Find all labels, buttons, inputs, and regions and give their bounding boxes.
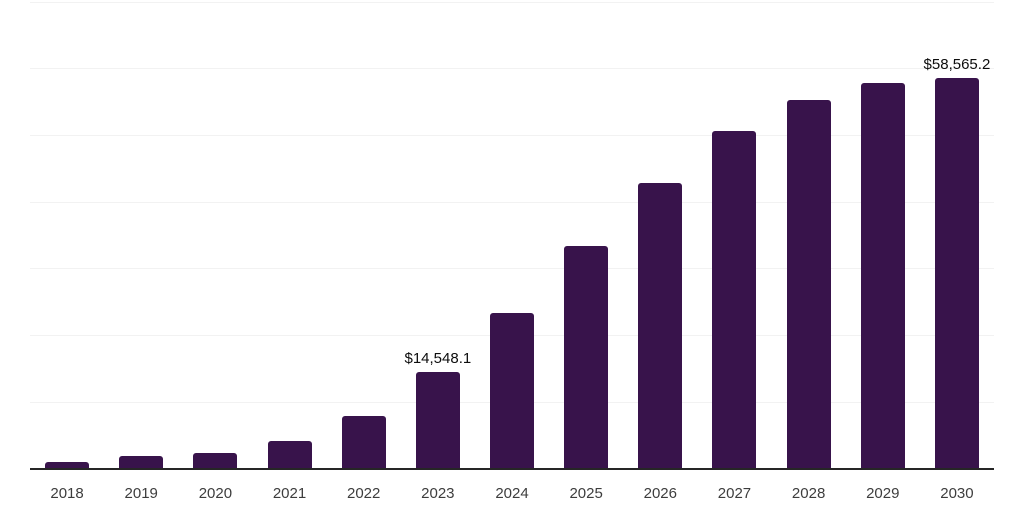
value-label-2023: $14,548.1 <box>404 349 472 367</box>
x-tick-label-2021: 2021 <box>272 485 307 502</box>
bar-2029 <box>860 82 905 469</box>
value-label-2030: $58,565.2 <box>923 56 991 74</box>
x-tick-label-2028: 2028 <box>791 485 826 502</box>
plot-area: 2018 2019 2020 2021 2022 2023 $14,548.1 2024 202… <box>30 0 994 512</box>
gridline <box>30 1 994 3</box>
bar-2022 <box>341 415 386 469</box>
bar-2027 <box>712 131 757 469</box>
bar-2024 <box>490 312 534 469</box>
x-tick-label-2019: 2019 <box>124 485 158 502</box>
x-tick-label-2027: 2027 <box>717 485 752 502</box>
gridline <box>30 268 994 270</box>
bar-2025 <box>564 246 609 469</box>
x-tick-label-2026: 2026 <box>643 485 677 502</box>
bar-2026 <box>638 182 683 469</box>
bar-2021 <box>267 440 312 469</box>
bar-2028 <box>786 100 831 469</box>
bar-2030 <box>934 78 979 469</box>
gridline <box>30 201 994 203</box>
x-tick-label-2030: 2030 <box>940 485 974 502</box>
x-tick-label-2022: 2022 <box>347 485 381 502</box>
bar-2019 <box>119 456 164 469</box>
gridline <box>30 68 994 70</box>
x-axis-line <box>30 468 994 470</box>
bar-2023 <box>415 371 460 469</box>
x-tick-label-2018: 2018 <box>50 485 84 502</box>
x-tick-label-2025: 2025 <box>569 485 603 502</box>
gridline <box>30 134 994 136</box>
x-tick-label-2024: 2024 <box>495 485 529 502</box>
x-tick-label-2020: 2020 <box>198 485 233 502</box>
bar-2018 <box>45 462 90 469</box>
bar-2020 <box>193 453 238 469</box>
x-tick-label-2029: 2029 <box>866 485 900 502</box>
x-tick-label-2023: 2023 <box>421 485 455 502</box>
